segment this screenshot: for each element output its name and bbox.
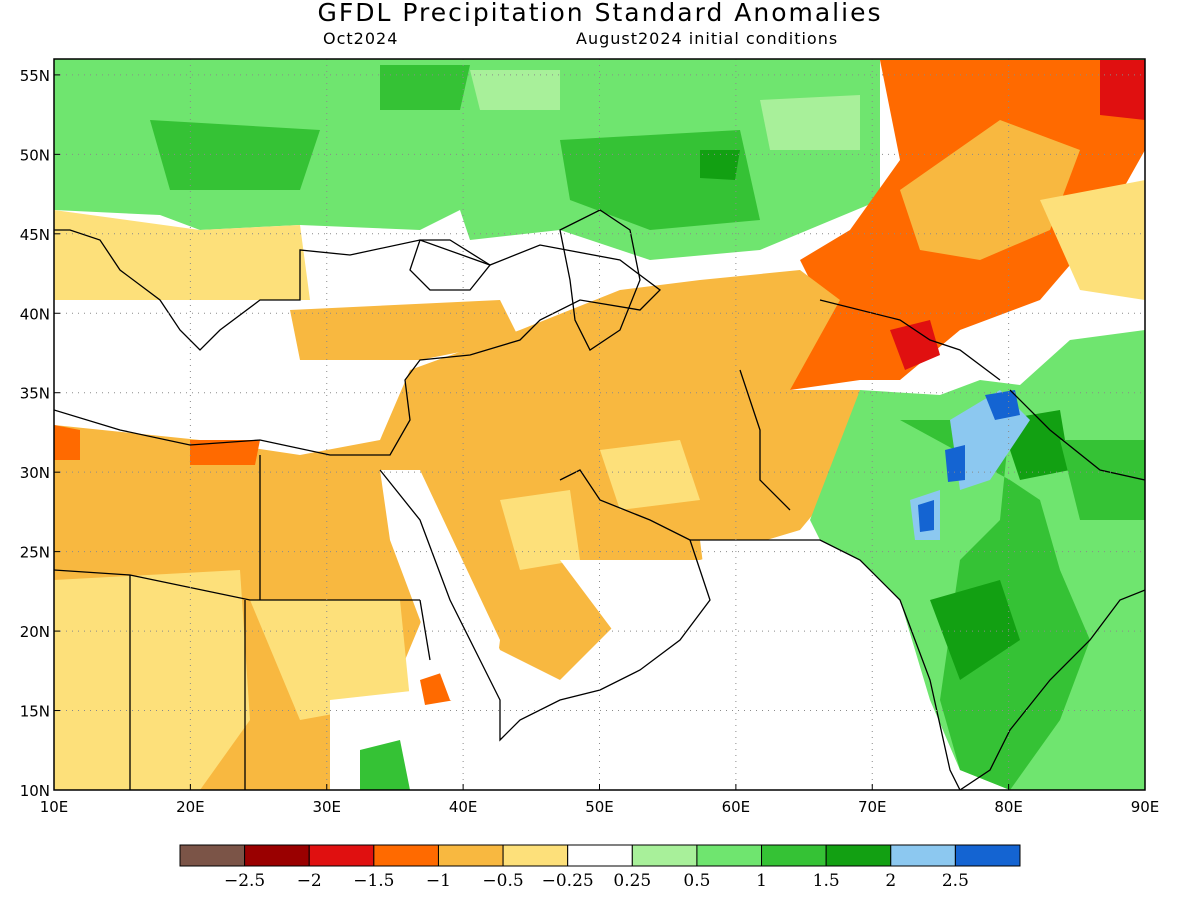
lon-tick-label: 60E	[722, 798, 751, 816]
colorbar-label: −1	[426, 871, 451, 891]
lon-tick-label: 70E	[858, 798, 887, 816]
colorbar-label: 2	[885, 871, 896, 891]
lat-tick-label: 35N	[20, 385, 50, 403]
colorbar: −2.5 −2 −1.5 −1 −0.5 −0.25 0.25 0.5 1 1.5 2 2.5	[179, 844, 1021, 891]
lon-tick-label: 10E	[40, 798, 69, 816]
initial-conditions: August2024 initial conditions	[576, 29, 839, 48]
colorbar-swatch	[890, 844, 956, 867]
colorbar-swatch	[631, 844, 698, 867]
lon-tick-label: 90E	[1131, 798, 1160, 816]
lon-tick-label: 30E	[312, 798, 341, 816]
lat-tick-label: 30N	[20, 464, 50, 482]
lat-tick-label: 55N	[20, 67, 50, 85]
lon-tick-label: 50E	[585, 798, 614, 816]
lat-tick-label: 45N	[20, 226, 50, 244]
lon-tick-label: 20E	[176, 798, 205, 816]
colorbar-swatch	[502, 844, 569, 867]
colorbar-swatch	[954, 844, 1021, 867]
colorbar-swatch	[308, 844, 375, 867]
colorbar-swatch	[179, 844, 246, 867]
colorbar-label: 0.25	[613, 871, 651, 891]
colorbar-swatch	[567, 844, 633, 867]
chart-title: GFDL Precipitation Standard Anomalies	[317, 0, 883, 27]
latitude-axis: 10N 15N 20N 25N 30N 35N 40N 45N 50N 55N	[20, 67, 60, 800]
longitude-axis: 10E 20E 30E 40E 50E 60E 70E 80E 90E	[40, 784, 1160, 816]
lat-tick-label: 25N	[20, 544, 50, 562]
colorbar-swatch	[244, 844, 310, 867]
lat-tick-label: 20N	[20, 623, 50, 641]
forecast-month: Oct2024	[323, 29, 399, 48]
colorbar-label: 2.5	[942, 871, 969, 891]
colorbar-label: −2	[297, 871, 322, 891]
colorbar-swatch	[696, 844, 763, 867]
lat-tick-label: 50N	[20, 146, 50, 164]
colorbar-label: −0.5	[482, 871, 523, 891]
lat-tick-label: 40N	[20, 305, 50, 323]
colorbar-label: 0.5	[683, 871, 710, 891]
lat-tick-label: 10N	[20, 782, 50, 800]
colorbar-label: 1	[756, 871, 767, 891]
colorbar-label: −2.5	[224, 871, 265, 891]
lon-tick-label: 40E	[449, 798, 478, 816]
anomaly-field	[54, 59, 1145, 790]
coastlines	[54, 209, 1145, 790]
colorbar-swatch	[437, 844, 504, 867]
colorbar-swatch	[825, 844, 892, 867]
colorbar-label: −0.25	[542, 871, 594, 891]
lat-tick-label: 15N	[20, 703, 50, 721]
colorbar-label: 1.5	[813, 871, 840, 891]
colorbar-swatch	[373, 844, 439, 867]
colorbar-swatch	[761, 844, 827, 867]
lon-tick-label: 80E	[994, 798, 1023, 816]
colorbar-label: −1.5	[353, 871, 394, 891]
